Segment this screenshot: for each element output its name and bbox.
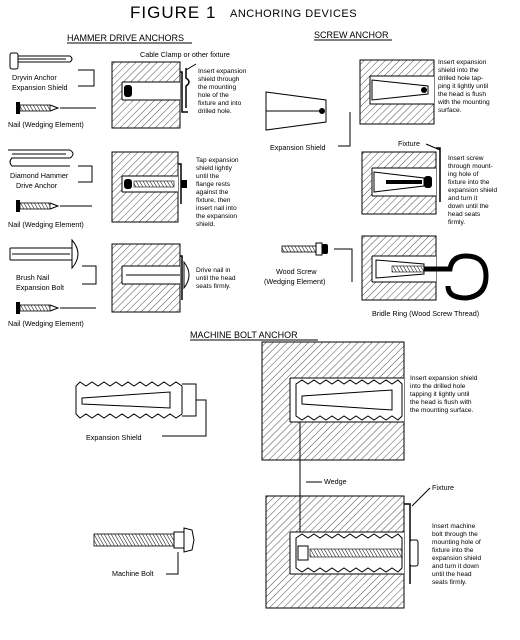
svg-text:shield lightly: shield lightly [196, 165, 233, 172]
nail-1-label: Nail (Wedging Element) [8, 120, 84, 129]
cable-clamp-label: Cable Clamp or other fixture [140, 50, 230, 59]
svg-text:drilled hole tap-: drilled hole tap- [438, 75, 483, 82]
svg-text:insert nail into: insert nail into [196, 205, 237, 212]
svg-text:the expansion: the expansion [196, 213, 237, 220]
nail-1-illustration [16, 102, 60, 114]
svg-text:bolt through the: bolt through the [432, 531, 478, 538]
nail-3-label: Nail (Wedging Element) [8, 319, 84, 328]
machine-wall-1 [261, 341, 405, 461]
svg-text:ing hole of: ing hole of [448, 171, 479, 178]
svg-text:with the mounting: with the mounting [437, 99, 490, 106]
machine-note-1: Insert expansion shield into the drilled… [410, 375, 478, 414]
machine-bolt-label: Machine Bolt [112, 569, 154, 578]
wall-3 [111, 243, 190, 313]
screw-note-1: Insert expansion shield into the drilled… [437, 59, 490, 114]
screw-fixture-label: Fixture [398, 139, 420, 148]
machine-shield-label: Expansion Shield [86, 433, 142, 442]
screw-wall-1 [359, 59, 435, 125]
svg-text:firmly.: firmly. [448, 219, 465, 226]
svg-text:surface.: surface. [438, 107, 462, 114]
svg-text:head seats: head seats [448, 211, 481, 218]
svg-text:into the drilled hole: into the drilled hole [410, 383, 466, 390]
svg-text:through mount-: through mount- [448, 163, 493, 170]
diamond-hammer-label: Diamond Hammer [10, 171, 69, 180]
brush-nail-label: Brush Nail [16, 273, 50, 282]
wall-1 [111, 61, 190, 129]
svg-text:Tap expansion: Tap expansion [196, 157, 239, 164]
bridle-ring-illustration [424, 253, 489, 301]
svg-text:Insert expansion shield: Insert expansion shield [410, 375, 478, 382]
svg-text:Insert screw: Insert screw [448, 155, 484, 162]
wood-screw-illustration [281, 242, 328, 256]
svg-text:mounting hole of: mounting hole of [432, 539, 481, 546]
svg-text:until the: until the [196, 173, 219, 180]
drive-anchor-label: Drive Anchor [16, 181, 58, 190]
wedging-element-label: (Wedging Element) [264, 277, 325, 286]
screw-wall-3 [361, 235, 437, 301]
svg-text:Insert machine: Insert machine [432, 523, 476, 530]
dryvin-anchor-shield-illustration [9, 52, 73, 70]
hammer-drive-heading: HAMMER DRIVE ANCHORS [67, 33, 184, 43]
svg-text:fixture and into: fixture and into [198, 100, 242, 107]
diamond-anchor-illustration [8, 149, 74, 167]
machine-fixture-label: Fixture [432, 483, 454, 492]
note-2: Tap expansion shield lightly until the f… [196, 157, 239, 228]
svg-text:the head is flush with: the head is flush with [410, 399, 472, 406]
svg-text:ping it lightly until: ping it lightly until [438, 83, 489, 90]
nail-2-illustration [16, 200, 60, 212]
machine-wall-2 [265, 495, 419, 609]
svg-text:against the: against the [196, 189, 229, 196]
svg-text:fixture into the: fixture into the [432, 547, 474, 554]
svg-text:flange rests: flange rests [196, 181, 231, 188]
svg-text:shield into the: shield into the [438, 67, 479, 74]
svg-text:until the head: until the head [196, 275, 236, 282]
machine-bolt-illustration [93, 527, 195, 553]
screw-wall-2 [361, 147, 441, 215]
note-3: Drive nail in until the head seats firml… [196, 267, 236, 290]
svg-text:and turn it: and turn it [448, 195, 477, 202]
figure-title: FIGURE 1 [130, 3, 216, 22]
svg-text:hole of the: hole of the [198, 92, 229, 99]
svg-text:Drive nail in: Drive nail in [196, 267, 231, 274]
svg-text:tapping it lightly until: tapping it lightly until [410, 391, 470, 398]
svg-text:and turn it down: and turn it down [432, 563, 479, 570]
bridle-ring-label: Bridle Ring (Wood Screw Thread) [372, 309, 479, 318]
svg-text:fixture, then: fixture, then [196, 197, 231, 204]
svg-text:fixture into the: fixture into the [448, 179, 490, 186]
screw-anchor-heading: SCREW ANCHOR [314, 30, 389, 40]
svg-text:the mounting surface.: the mounting surface. [410, 407, 474, 414]
figure-subtitle: ANCHORING DEVICES [230, 8, 357, 20]
svg-text:the head is flush: the head is flush [438, 91, 486, 98]
svg-text:shield.: shield. [196, 221, 215, 228]
expansion-shield-label: Expansion Shield [12, 83, 68, 92]
svg-text:the mounting: the mounting [198, 84, 236, 91]
svg-text:Insert expansion: Insert expansion [198, 68, 247, 75]
svg-text:seats firmly.: seats firmly. [432, 579, 467, 586]
wood-screw-label: Wood Screw [276, 267, 317, 276]
svg-text:Insert expansion: Insert expansion [438, 59, 487, 66]
screw-expansion-shield-label: Expansion Shield [270, 143, 326, 152]
machine-note-2: Insert machine bolt through the mounting… [432, 523, 481, 586]
machine-expansion-shield-illustration [75, 381, 197, 419]
svg-text:drilled hole.: drilled hole. [198, 108, 232, 115]
wall-2 [111, 151, 187, 223]
nail-3-illustration [16, 302, 60, 314]
note-1: Insert expansion shield through the moun… [198, 68, 247, 115]
svg-text:until the head: until the head [432, 571, 472, 578]
svg-text:seats firmly.: seats firmly. [196, 283, 231, 290]
screw-expansion-shield-illustration [265, 91, 327, 131]
dryvin-anchor-label: Dryvin Anchor [12, 73, 57, 82]
nail-2-label: Nail (Wedging Element) [8, 220, 84, 229]
svg-text:shield through: shield through [198, 76, 240, 83]
screw-note-2: Insert screw through mount- ing hole of … [448, 155, 497, 226]
wedge-label: Wedge [324, 477, 347, 486]
machine-bolt-heading: MACHINE BOLT ANCHOR [190, 330, 298, 340]
expansion-bolt-label: Expansion Bolt [16, 283, 64, 292]
svg-text:expansion shield: expansion shield [432, 555, 481, 562]
svg-text:expansion shield: expansion shield [448, 187, 497, 194]
svg-text:down until the: down until the [448, 203, 489, 210]
brush-nail-illustration [9, 238, 79, 270]
